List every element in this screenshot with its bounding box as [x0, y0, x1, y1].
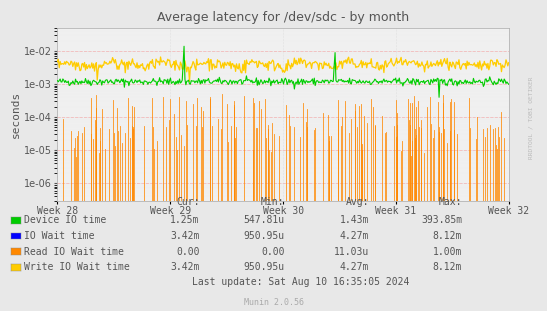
Text: Munin 2.0.56: Munin 2.0.56 [243, 298, 304, 307]
Text: Min:: Min: [261, 197, 284, 207]
Text: 3.42m: 3.42m [170, 262, 200, 272]
Text: 8.12m: 8.12m [433, 231, 462, 241]
Text: 1.00m: 1.00m [433, 247, 462, 257]
Text: Device IO time: Device IO time [24, 216, 106, 225]
Text: IO Wait time: IO Wait time [24, 231, 94, 241]
Text: 950.95u: 950.95u [243, 231, 284, 241]
Text: Write IO Wait time: Write IO Wait time [24, 262, 129, 272]
Text: 4.27m: 4.27m [340, 231, 369, 241]
Text: Last update: Sat Aug 10 16:35:05 2024: Last update: Sat Aug 10 16:35:05 2024 [192, 277, 410, 287]
Text: 3.42m: 3.42m [170, 231, 200, 241]
Text: Cur:: Cur: [176, 197, 200, 207]
Text: Max:: Max: [439, 197, 462, 207]
Text: 950.95u: 950.95u [243, 262, 284, 272]
Text: 0.00: 0.00 [176, 247, 200, 257]
Text: 1.25m: 1.25m [170, 216, 200, 225]
Text: 547.81u: 547.81u [243, 216, 284, 225]
Text: RRDTOOL / TOBI OETIKER: RRDTOOL / TOBI OETIKER [528, 77, 533, 160]
Text: 8.12m: 8.12m [433, 262, 462, 272]
Text: Read IO Wait time: Read IO Wait time [24, 247, 124, 257]
Text: 1.43m: 1.43m [340, 216, 369, 225]
Text: 4.27m: 4.27m [340, 262, 369, 272]
Text: 11.03u: 11.03u [334, 247, 369, 257]
Text: Avg:: Avg: [346, 197, 369, 207]
Text: 0.00: 0.00 [261, 247, 284, 257]
Y-axis label: seconds: seconds [11, 91, 21, 138]
Text: 393.85m: 393.85m [421, 216, 462, 225]
Title: Average latency for /dev/sdc - by month: Average latency for /dev/sdc - by month [157, 11, 409, 24]
